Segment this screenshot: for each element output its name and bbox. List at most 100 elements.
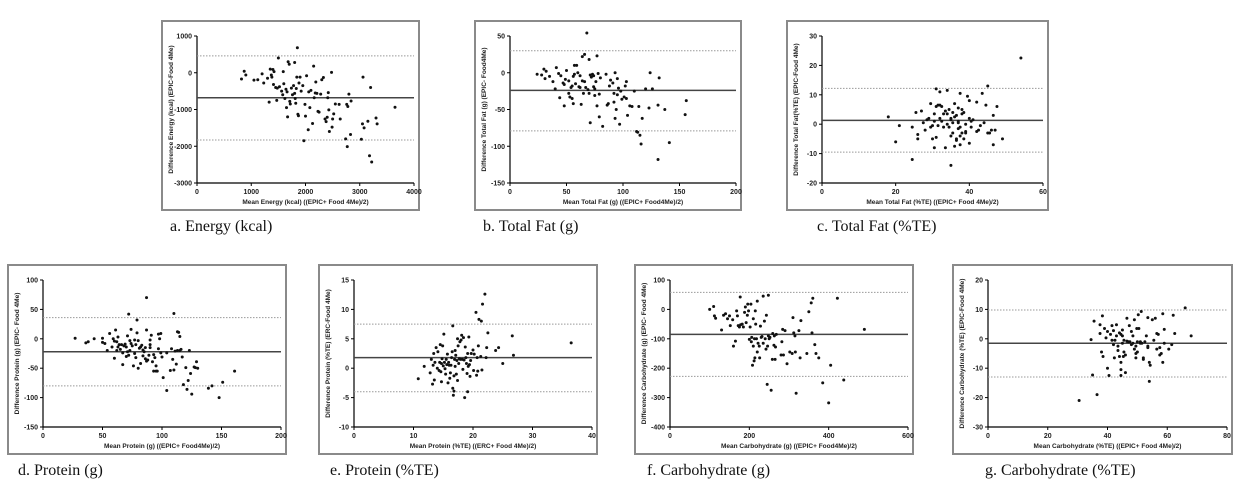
data-point	[588, 121, 592, 125]
data-point	[628, 104, 632, 108]
data-point	[1153, 316, 1157, 320]
data-point	[152, 353, 156, 357]
data-point	[86, 340, 90, 344]
data-point	[535, 72, 539, 76]
data-point	[1144, 334, 1148, 338]
data-point	[967, 116, 971, 120]
data-point	[663, 108, 667, 111]
data-point	[612, 100, 616, 104]
x-axis-title: Mean Total Fat (%TE) ((EPIC+ Food 4Me)/2…	[866, 199, 998, 206]
y-tick-label: 30	[809, 34, 817, 41]
data-point	[147, 353, 151, 357]
data-point	[110, 345, 114, 349]
y-tick-label: -1000	[174, 107, 192, 114]
data-point	[277, 85, 281, 89]
data-point	[453, 364, 457, 368]
data-point	[741, 325, 745, 329]
y-tick-label: -10	[807, 151, 817, 158]
data-point	[1110, 338, 1114, 342]
data-point	[1116, 344, 1120, 348]
data-point	[766, 293, 770, 297]
data-point	[148, 338, 152, 342]
data-point	[452, 389, 456, 393]
x-tick-label: 40	[1104, 433, 1112, 440]
data-point	[184, 366, 188, 370]
x-tick-label: 200	[730, 189, 742, 196]
data-point	[750, 335, 754, 339]
data-point	[624, 96, 628, 100]
data-point	[160, 355, 164, 359]
data-point	[469, 352, 473, 355]
data-point	[171, 357, 175, 361]
data-point	[814, 352, 818, 355]
data-point	[129, 327, 133, 331]
data-point	[293, 60, 297, 64]
data-point	[168, 369, 172, 373]
data-point	[553, 87, 557, 91]
data-point	[544, 69, 548, 73]
data-point	[1135, 327, 1139, 331]
data-point	[604, 72, 608, 76]
data-point	[753, 309, 757, 313]
data-point	[945, 112, 949, 116]
data-point	[683, 113, 687, 117]
data-point	[295, 46, 299, 50]
data-point	[150, 360, 154, 364]
data-point	[307, 90, 311, 94]
data-point	[428, 371, 432, 375]
data-point	[764, 313, 768, 317]
data-point	[581, 91, 585, 95]
x-tick-label: 2000	[298, 189, 314, 196]
data-point	[597, 92, 601, 96]
data-point	[1114, 334, 1118, 338]
data-point	[152, 369, 156, 373]
data-point	[1156, 332, 1160, 336]
data-point	[684, 99, 688, 103]
data-point	[124, 354, 128, 358]
data-point	[774, 332, 778, 336]
data-point	[949, 163, 953, 167]
data-point	[115, 340, 119, 344]
data-point	[282, 82, 286, 86]
data-point	[781, 353, 785, 357]
data-point	[943, 109, 947, 113]
x-tick-label: 200	[275, 433, 287, 440]
data-point	[720, 328, 724, 332]
data-point	[770, 357, 774, 361]
data-point	[134, 343, 138, 347]
data-point	[656, 157, 660, 161]
data-point	[1147, 360, 1151, 364]
data-point	[175, 349, 179, 353]
data-point	[749, 302, 753, 306]
data-point	[467, 363, 471, 367]
data-point	[562, 83, 566, 87]
data-point	[624, 80, 628, 84]
data-point	[187, 349, 191, 353]
data-point	[975, 100, 979, 104]
data-point	[124, 345, 128, 349]
data-point	[1122, 338, 1126, 342]
data-point	[326, 96, 330, 100]
data-point	[438, 343, 442, 347]
data-point	[159, 351, 163, 355]
data-point	[724, 312, 728, 316]
data-point	[463, 345, 467, 349]
data-point	[1103, 327, 1107, 331]
y-tick-label: -400	[651, 425, 665, 432]
data-point	[964, 122, 968, 126]
data-point	[962, 110, 966, 114]
y-tick-label: 0	[501, 70, 505, 77]
data-point	[1150, 318, 1154, 322]
data-point	[735, 309, 739, 313]
y-axis-title: Difference Total Fat (g) (EPIC- Food4Me)	[481, 47, 488, 171]
x-tick-label: 100	[156, 433, 168, 440]
data-point	[583, 52, 587, 56]
data-point	[327, 108, 331, 112]
data-point	[798, 356, 802, 360]
y-tick-label: 20	[975, 278, 983, 285]
data-point	[294, 101, 298, 105]
data-point	[193, 366, 197, 370]
data-point	[563, 77, 567, 81]
data-point	[511, 353, 515, 357]
data-point	[285, 90, 289, 94]
